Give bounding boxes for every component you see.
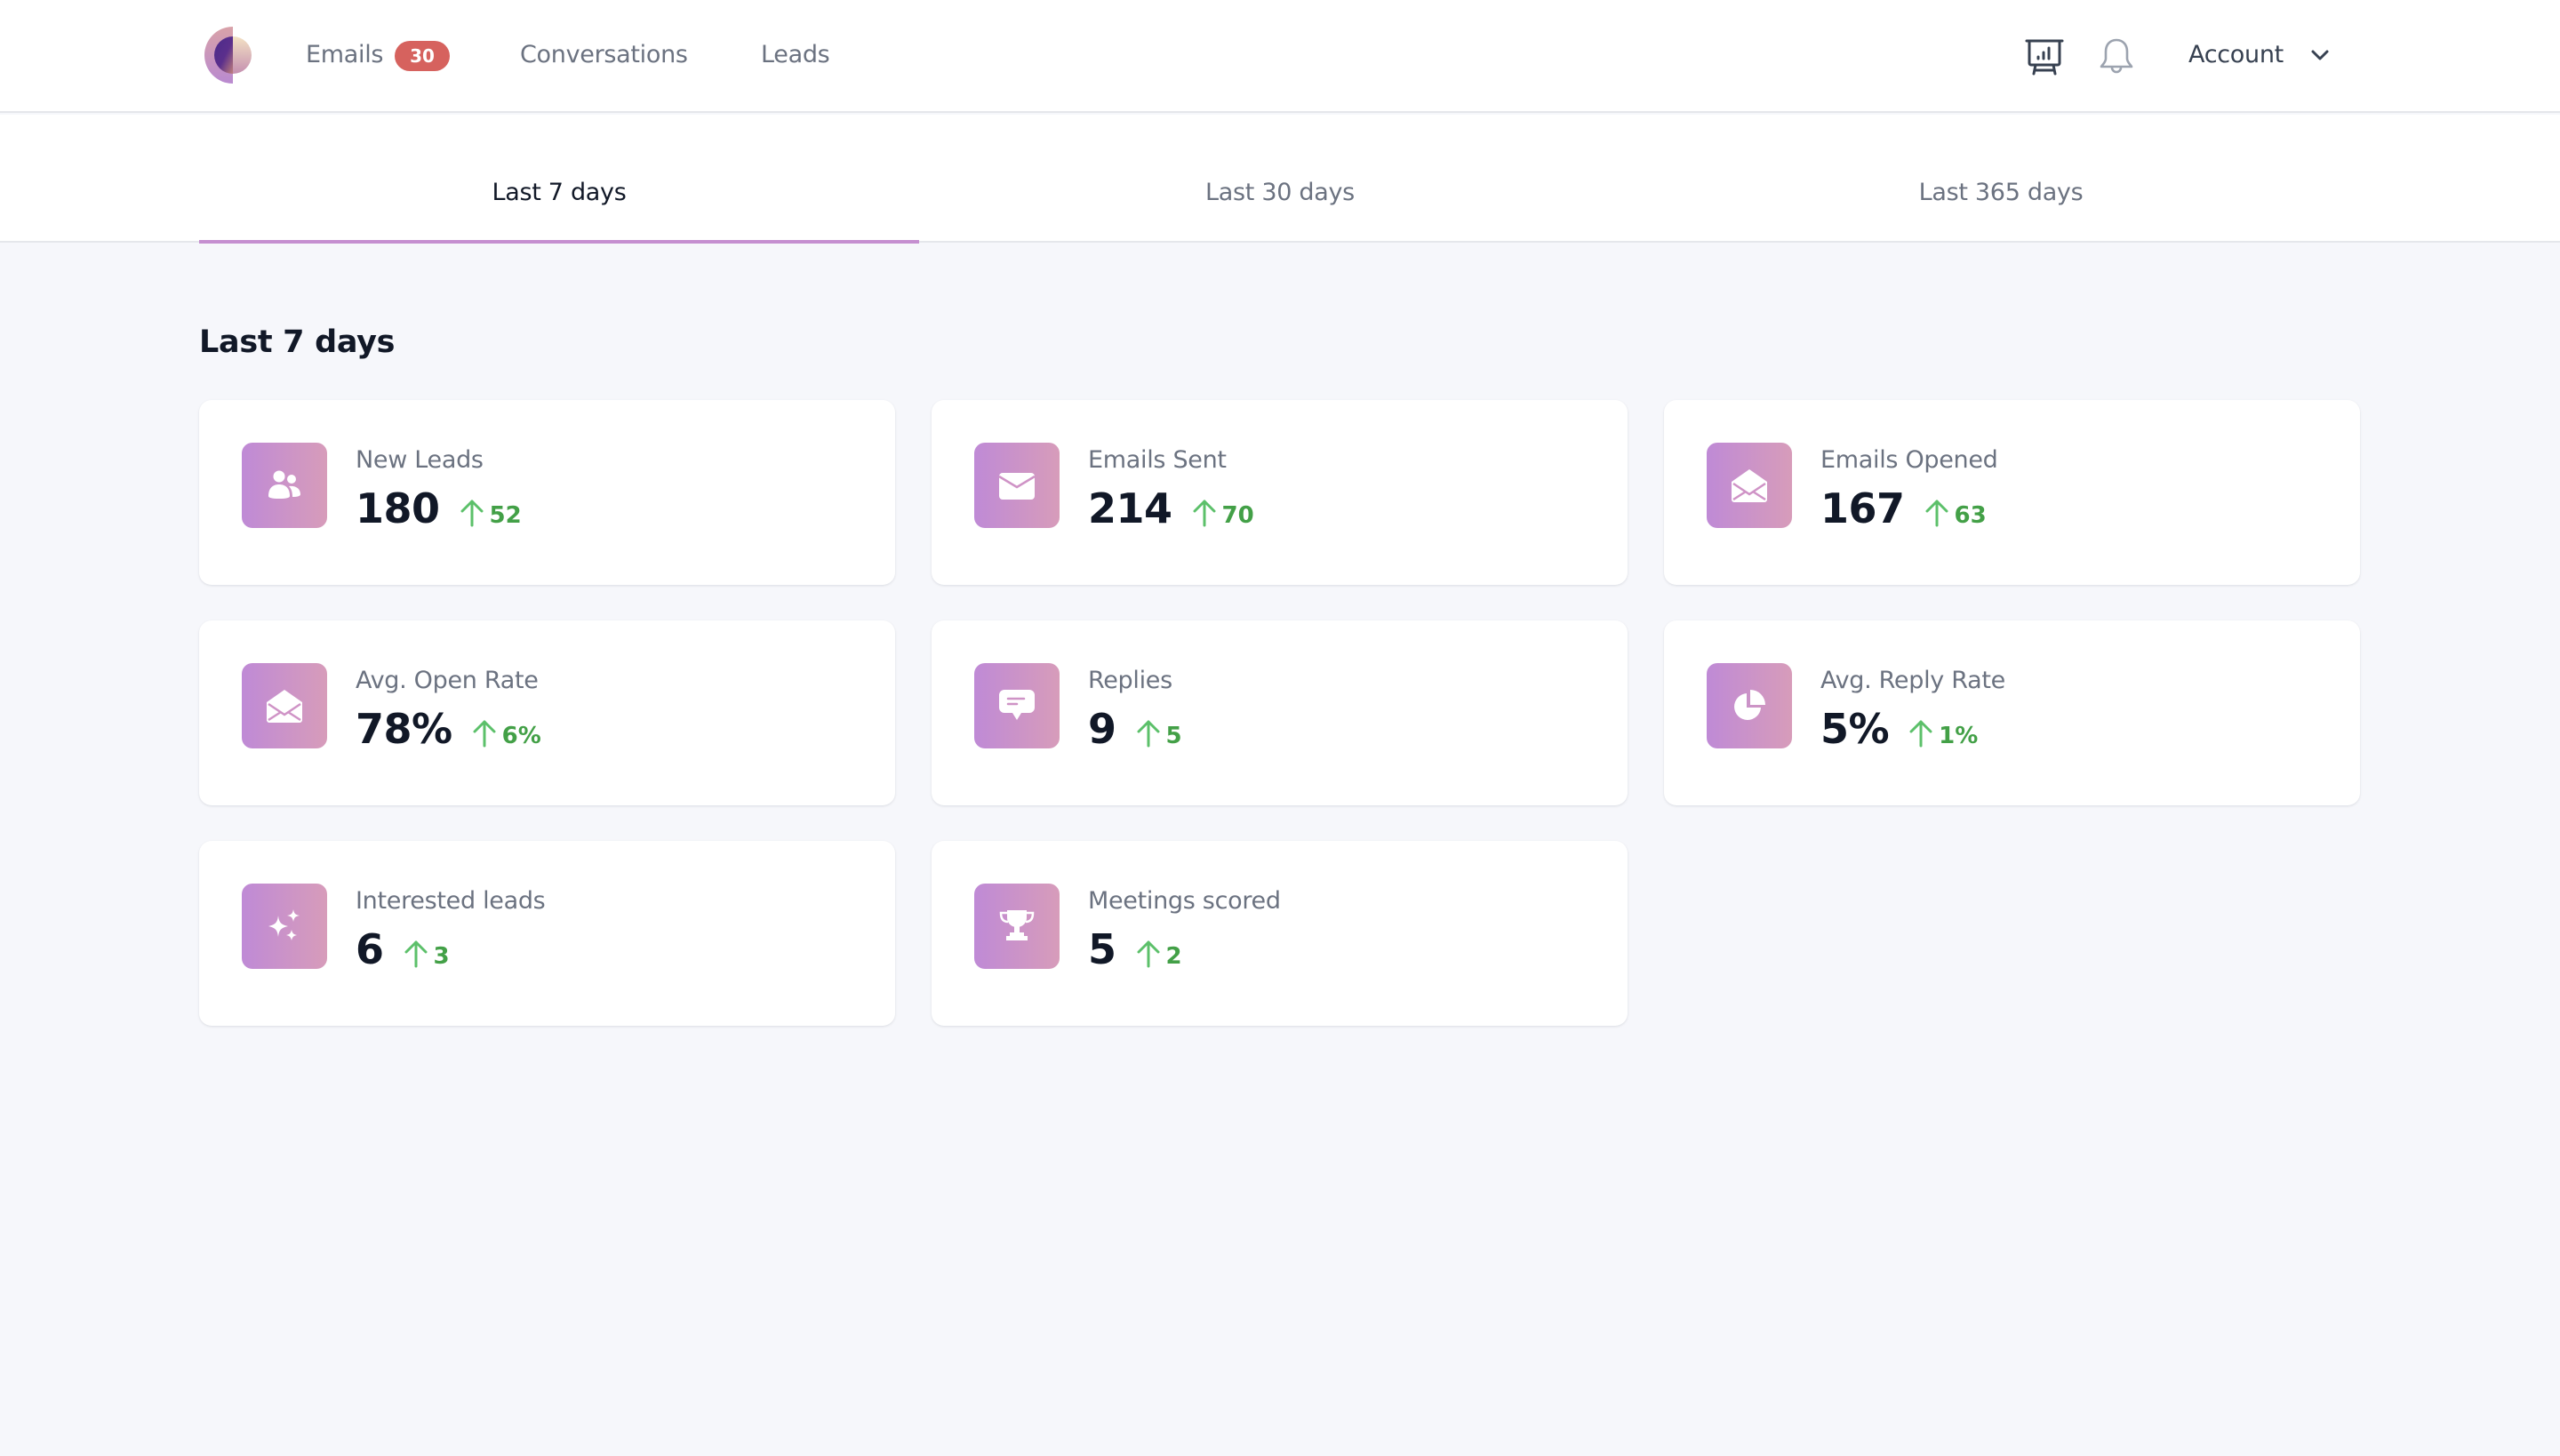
tab-last-7-days[interactable]: Last 7 days — [199, 115, 919, 244]
arrow-up-icon — [1137, 720, 1160, 748]
envelope-icon — [974, 443, 1060, 528]
emails-count-badge: 30 — [395, 41, 450, 71]
stat-value-row: 167 63 — [1820, 482, 1987, 535]
stat-change-value: 2 — [1165, 943, 1182, 970]
stat-label: New Leads — [356, 446, 484, 474]
chat-bubble-icon — [974, 663, 1060, 748]
stat-label: Avg. Open Rate — [356, 667, 539, 694]
stat-change-value: 70 — [1221, 502, 1254, 529]
stat-change-value: 52 — [489, 502, 522, 529]
stat-value-row: 5 2 — [1088, 923, 1182, 976]
stat-value-row: 9 5 — [1088, 702, 1182, 756]
pie-chart-icon — [1707, 663, 1792, 748]
stat-label: Avg. Reply Rate — [1820, 667, 2005, 694]
sparkles-icon — [242, 884, 327, 969]
stat-change: 3 — [404, 935, 450, 972]
stat-change-value: 3 — [433, 943, 450, 970]
envelope-open-icon — [242, 663, 327, 748]
stat-value: 5 — [1088, 925, 1116, 973]
stat-value-row: 180 52 — [356, 482, 522, 535]
stats-grid: New Leads 180 52 Emails Sent 214 70 — [199, 400, 2361, 1026]
arrow-up-icon — [404, 940, 428, 968]
nav-leads[interactable]: Leads — [761, 41, 830, 68]
stat-change: 2 — [1136, 935, 1182, 972]
stat-card-emails-sent: Emails Sent 214 70 — [932, 400, 1628, 585]
stat-change: 63 — [1924, 494, 1987, 532]
tab-last-30-days[interactable]: Last 30 days — [1205, 179, 1355, 206]
arrow-up-icon — [1137, 940, 1160, 968]
bell-icon[interactable] — [2097, 37, 2136, 76]
stat-label: Emails Sent — [1088, 446, 1227, 474]
stat-change: 6% — [472, 715, 541, 752]
stat-change: 52 — [460, 494, 522, 532]
stat-value: 5% — [1820, 705, 1890, 753]
account-menu[interactable]: Account — [2188, 41, 2284, 68]
stat-value-row: 6 3 — [356, 923, 450, 976]
stat-change-value: 5 — [1165, 723, 1182, 749]
stat-change: 1% — [1908, 715, 1978, 752]
arrow-up-icon — [1925, 500, 1948, 527]
stat-value: 78% — [356, 705, 452, 753]
section-title: Last 7 days — [199, 324, 396, 360]
app-logo[interactable] — [203, 25, 256, 85]
trophy-icon — [974, 884, 1060, 969]
stat-card-meetings-scored: Meetings scored 5 2 — [932, 841, 1628, 1026]
stat-label: Interested leads — [356, 887, 546, 915]
stat-card-avg-reply-rate: Avg. Reply Rate 5% 1% — [1664, 620, 2360, 805]
arrow-up-icon — [1909, 720, 1932, 748]
chevron-down-icon[interactable] — [2309, 44, 2331, 66]
stat-value: 9 — [1088, 705, 1116, 753]
arrow-up-icon — [460, 500, 484, 527]
stat-value-row: 214 70 — [1088, 482, 1254, 535]
stat-change-value: 63 — [1954, 502, 1987, 529]
stat-value: 6 — [356, 925, 384, 973]
stat-card-new-leads: New Leads 180 52 — [199, 400, 895, 585]
stat-label: Emails Opened — [1820, 446, 1998, 474]
stat-value-row: 78% 6% — [356, 702, 541, 756]
tab-last-365-days[interactable]: Last 365 days — [1918, 179, 2084, 206]
nav-emails[interactable]: Emails — [306, 41, 384, 68]
stat-change-value: 1% — [1939, 723, 1979, 749]
stat-change-value: 6% — [501, 723, 541, 749]
nav-conversations[interactable]: Conversations — [520, 41, 688, 68]
stat-change: 70 — [1192, 494, 1254, 532]
stat-value: 214 — [1088, 484, 1172, 532]
stat-value: 180 — [356, 484, 440, 532]
stat-label: Meetings scored — [1088, 887, 1281, 915]
stat-card-avg-open-rate: Avg. Open Rate 78% 6% — [199, 620, 895, 805]
presentation-chart-icon[interactable] — [2025, 37, 2064, 76]
stat-value-row: 5% 1% — [1820, 702, 1978, 756]
stat-label: Replies — [1088, 667, 1172, 694]
arrow-up-icon — [1193, 500, 1216, 527]
envelope-open-icon — [1707, 443, 1792, 528]
arrow-up-icon — [473, 720, 496, 748]
users-icon — [242, 443, 327, 528]
stat-value: 167 — [1820, 484, 1905, 532]
stat-card-emails-opened: Emails Opened 167 63 — [1664, 400, 2360, 585]
stat-card-interested-leads: Interested leads 6 3 — [199, 841, 895, 1026]
stat-card-replies: Replies 9 5 — [932, 620, 1628, 805]
top-navigation-bar: Emails 30 Conversations Leads Account — [0, 0, 2560, 113]
stat-change: 5 — [1136, 715, 1182, 752]
date-range-tabs: Last 7 days Last 30 days Last 365 days — [0, 115, 2560, 244]
